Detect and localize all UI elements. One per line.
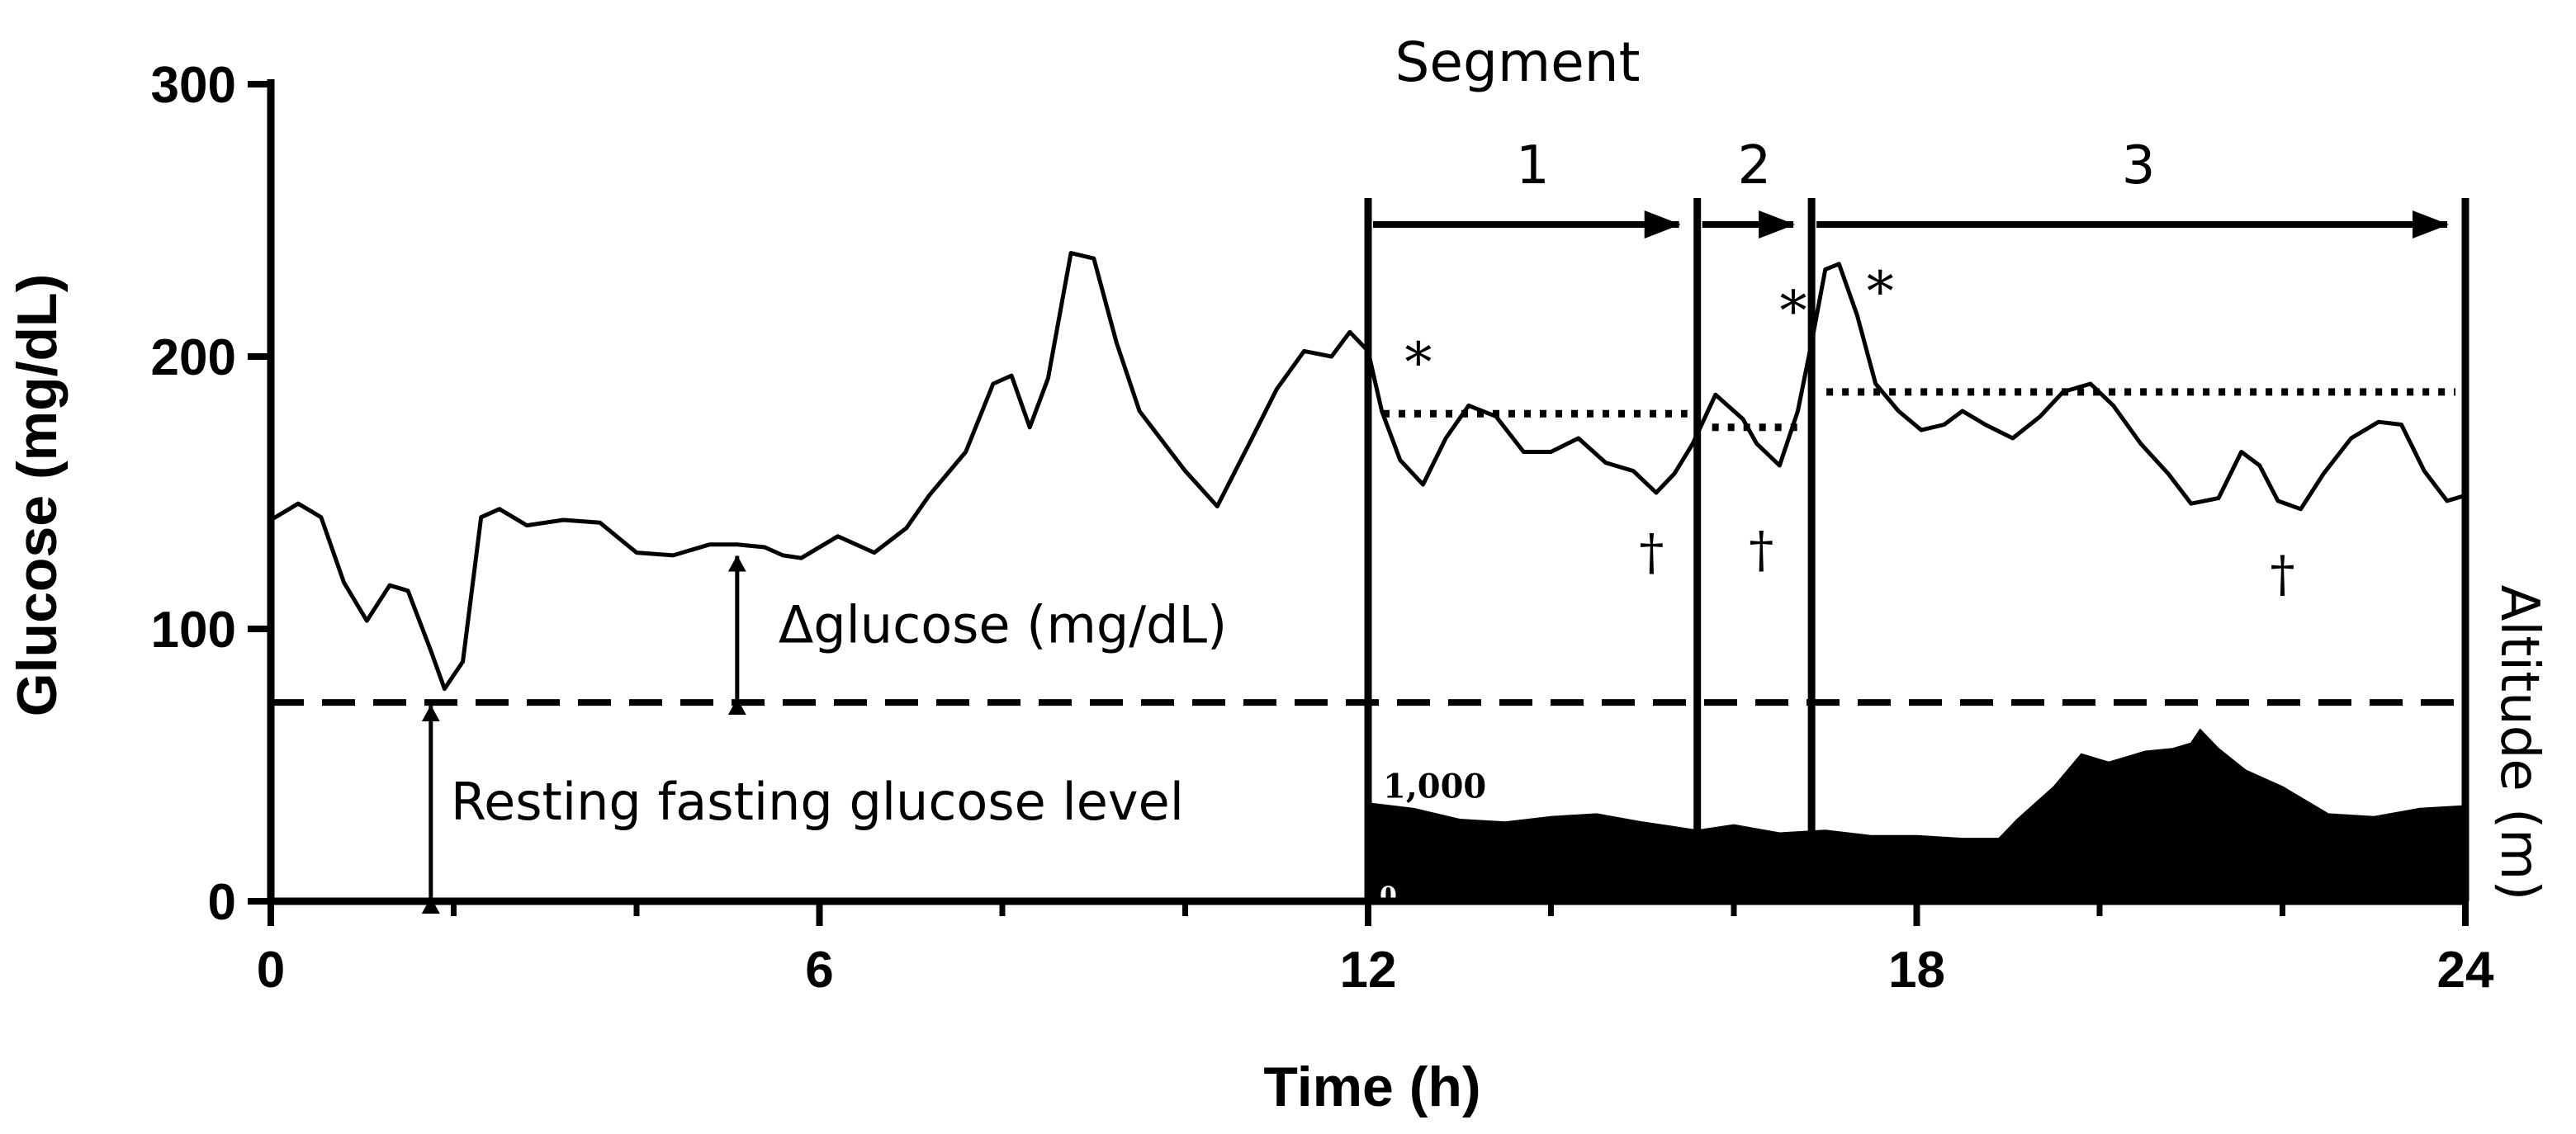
significance-asterisk: * [1779, 279, 1807, 343]
delta-glucose-label: Δglucose (mg/dL) [779, 595, 1227, 655]
altitude-zero-label: 0 [1380, 881, 1397, 910]
y-axis-title: Glucose (mg/dL) [6, 274, 69, 716]
x-tick-label: 0 [257, 942, 285, 999]
x-tick-label: 6 [805, 942, 833, 999]
segment-label: 1 [1516, 135, 1550, 196]
x-tick-label: 24 [2437, 942, 2494, 999]
segment-boundaries: 1 2 3 [1364, 135, 2469, 901]
significance-dagger: † [1749, 521, 1773, 579]
segment-title: Segment [1395, 31, 1641, 94]
glucose-line [269, 251, 2466, 692]
significance-asterisk: * [1404, 331, 1432, 395]
significance-dagger: † [2271, 546, 2295, 603]
y-tick-label: 300 [151, 57, 236, 114]
altitude-profile: 1,000 0 [1367, 728, 2466, 910]
glucose-series [269, 251, 2466, 692]
significance-dagger: † [1639, 524, 1664, 582]
significance-asterisk: * [1867, 260, 1894, 324]
altitude-area [1367, 728, 2466, 902]
x-tick-label: 18 [1888, 942, 1945, 999]
x-tick-label: 12 [1340, 942, 1397, 999]
y-tick-label: 0 [208, 874, 236, 931]
altitude-axis-title: Altitude (m) [2488, 585, 2550, 901]
x-axis-title: Time (h) [1263, 1056, 1480, 1118]
annotations: Δglucose (mg/dL) Resting fasting glucose … [421, 260, 2295, 914]
y-tick-label: 200 [151, 329, 236, 386]
resting-glucose-label: Resting fasting glucose level [451, 772, 1184, 832]
reference-lines [271, 388, 2465, 706]
altitude-tick-label: 1,000 [1383, 768, 1486, 806]
segment-label: 2 [1738, 135, 1772, 196]
segment-label: 3 [2122, 135, 2156, 196]
y-tick-label: 100 [151, 602, 236, 659]
